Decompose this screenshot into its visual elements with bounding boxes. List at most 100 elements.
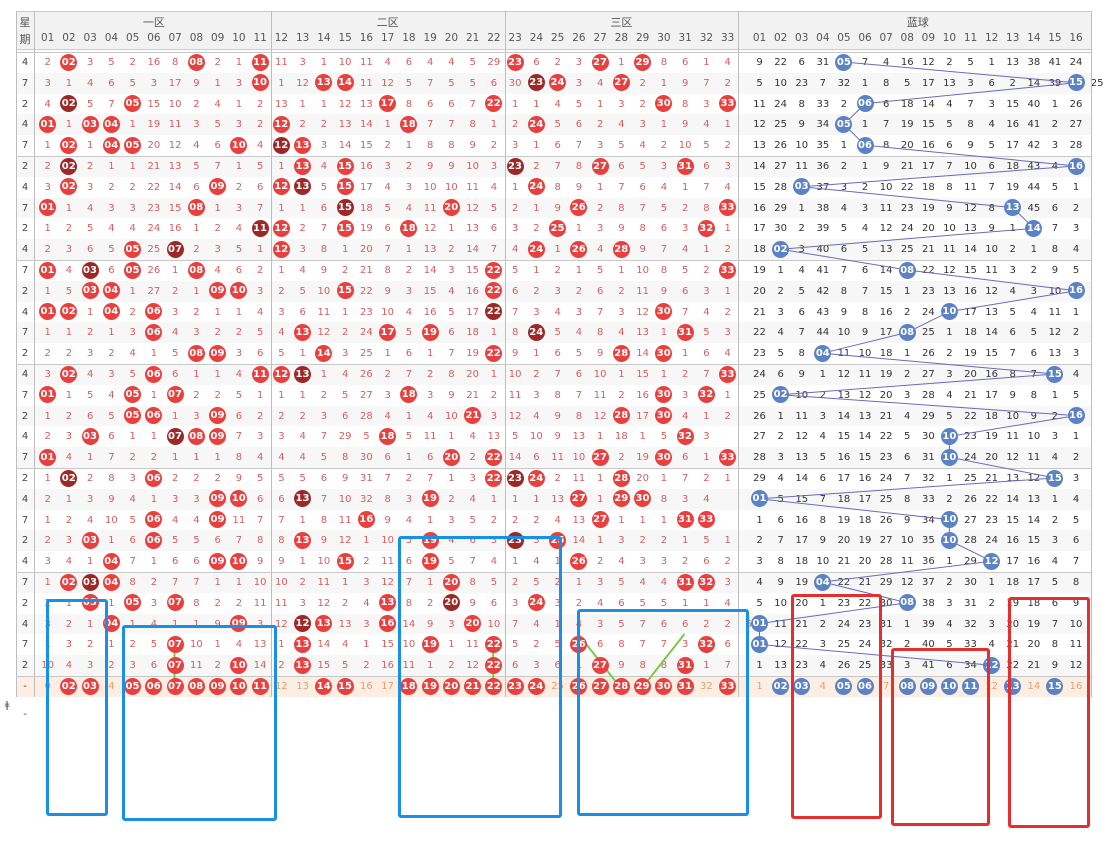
miss-value: 10 xyxy=(275,577,288,588)
blue-miss-value: 9 xyxy=(861,327,869,339)
column-header: 15 xyxy=(338,32,352,44)
week-cell: 7 xyxy=(21,639,29,651)
blue-miss-value: 10 xyxy=(774,77,787,89)
miss-value: 1 xyxy=(724,535,731,547)
miss-value: 9 xyxy=(681,119,689,131)
blue-miss-value: 1 xyxy=(1072,306,1080,318)
miss-value: 10 xyxy=(445,181,458,193)
blue-miss-value: 1 xyxy=(988,577,995,588)
miss-value: 2 xyxy=(533,223,540,235)
blue-miss-value: 6 xyxy=(946,140,953,152)
miss-value: 3 xyxy=(320,140,328,152)
group-divider xyxy=(16,364,1091,365)
miss-value: 4 xyxy=(490,556,498,568)
miss-value: 1 xyxy=(235,577,243,588)
blue-miss-value: 29 xyxy=(964,556,977,568)
blue-miss-value: 9 xyxy=(819,535,827,547)
red-ball: 05 xyxy=(124,677,141,695)
red-ball: 12 xyxy=(272,115,290,133)
miss-value: 20 xyxy=(636,473,649,484)
blue-miss-value: 8 xyxy=(840,285,848,297)
group-divider xyxy=(16,572,1091,573)
red-ball: 22 xyxy=(485,261,503,279)
miss-value: 3 xyxy=(86,348,94,360)
red-ball: 07 xyxy=(166,240,184,258)
blue-miss-value: 30 xyxy=(921,431,935,443)
blue-miss-value: 7 xyxy=(1009,348,1016,360)
miss-value: 3 xyxy=(129,202,136,214)
week-cell: 7 xyxy=(21,77,29,89)
miss-value: 1 xyxy=(490,327,498,339)
miss-value: 4 xyxy=(108,223,115,235)
footer-mark: ǂ xyxy=(4,699,10,711)
red-ball: 05 xyxy=(124,136,141,154)
red-ball: 09 xyxy=(209,178,226,196)
miss-value: 2 xyxy=(214,223,221,235)
miss-value: 2 xyxy=(129,57,136,68)
blue-miss-value: 19 xyxy=(879,369,893,380)
blue-miss-value: 14 xyxy=(837,410,851,422)
miss-value: 13 xyxy=(423,244,437,256)
miss-value: 3 xyxy=(596,223,604,235)
miss-value: 2 xyxy=(448,493,455,505)
miss-value: 6 xyxy=(235,410,243,422)
miss-value: 2 xyxy=(575,285,583,297)
miss-value: 3 xyxy=(639,119,646,131)
red-ball: 32 xyxy=(676,427,694,445)
blue-miss-value: 25 xyxy=(1090,77,1103,89)
red-ball: 08 xyxy=(187,199,205,217)
zone-header: 一区 xyxy=(142,16,165,29)
miss-value: 5 xyxy=(703,535,710,547)
red-ball: 19 xyxy=(421,552,439,570)
miss-value: 4 xyxy=(724,57,731,68)
miss-value: 18 xyxy=(615,431,628,443)
miss-value: 4 xyxy=(320,161,328,172)
blue-miss-value: 16 xyxy=(900,57,914,68)
miss-value: 6 xyxy=(681,57,689,68)
blue-ball: 02 xyxy=(772,677,790,695)
miss-value: 4 xyxy=(724,348,731,360)
blue-miss-value: 42 xyxy=(1027,140,1041,152)
miss-value: 4 xyxy=(363,597,370,609)
blue-miss-value: 10 xyxy=(985,244,998,256)
blue-miss-value: 4 xyxy=(798,265,805,276)
red-ball: 02 xyxy=(60,303,78,321)
miss-value: 2 xyxy=(278,285,285,297)
blue-miss-value: 2 xyxy=(1072,327,1080,339)
miss-value: 15 xyxy=(317,660,331,672)
miss-value: 2 xyxy=(533,161,540,172)
column-header-blue: 11 xyxy=(963,32,978,44)
blue-ball: 06 xyxy=(856,136,874,154)
miss-value: 6 xyxy=(660,618,668,630)
miss-value: 8 xyxy=(660,493,668,505)
miss-value: 8 xyxy=(703,202,710,214)
blue-miss-value: 19 xyxy=(837,514,851,526)
miss-value: 2 xyxy=(596,556,604,568)
miss-value: 3 xyxy=(724,577,731,588)
red-ball: 15 xyxy=(336,677,354,695)
miss-value: 11 xyxy=(636,285,649,297)
miss-value: 5 xyxy=(405,327,413,339)
red-ball: 18 xyxy=(400,115,418,133)
blue-miss-value: 12 xyxy=(753,119,766,131)
miss-value: 11 xyxy=(317,577,331,588)
week-cell: 2 xyxy=(21,223,29,235)
blue-miss-value: 11 xyxy=(1006,431,1020,443)
miss-value: 9 xyxy=(660,285,668,297)
column-header: 11 xyxy=(253,32,267,44)
red-ball: 20 xyxy=(442,594,460,612)
blue-miss-value: 4 xyxy=(1072,244,1080,256)
miss-value: 8 xyxy=(426,140,434,152)
miss-value: 22 xyxy=(147,181,161,193)
blue-miss-value: 3 xyxy=(1051,140,1059,152)
blue-miss-value: 28 xyxy=(753,452,766,464)
blue-miss-value: 4 xyxy=(819,681,827,692)
miss-value: 6 xyxy=(511,285,519,297)
column-header: 10 xyxy=(232,32,246,44)
miss-value: 4 xyxy=(511,244,519,256)
miss-value: 3 xyxy=(65,535,73,547)
red-ball: 18 xyxy=(400,677,418,695)
blue-miss-value: 8 xyxy=(861,306,869,318)
miss-value: 4 xyxy=(86,369,94,380)
blue-miss-value: 1 xyxy=(1009,223,1016,235)
